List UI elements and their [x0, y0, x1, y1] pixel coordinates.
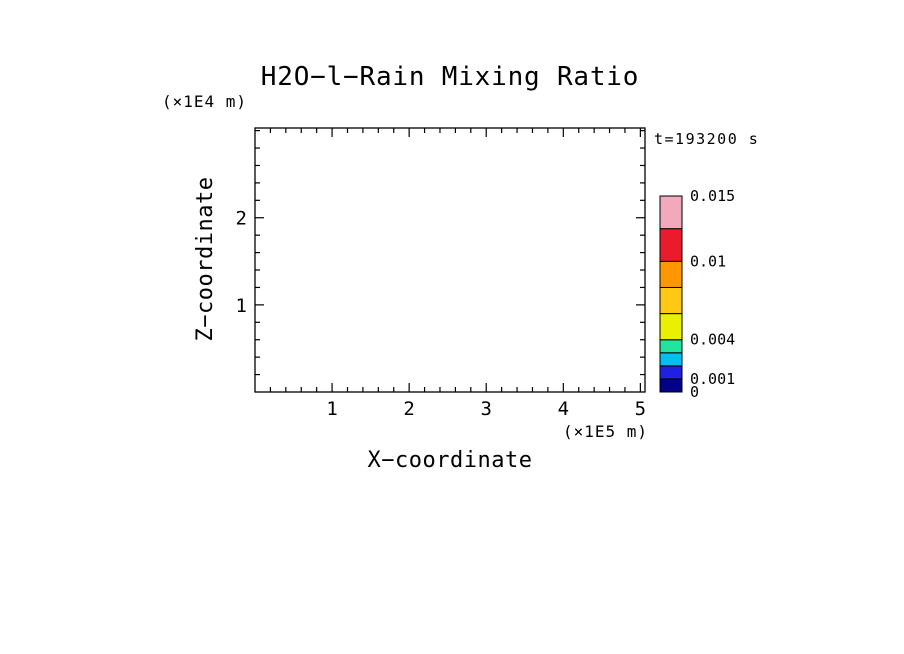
x-tick-label: 3: [480, 398, 491, 420]
time-annotation: t=193200 s: [654, 130, 760, 148]
z-tick-label: 2: [236, 208, 247, 230]
chart-title: H2O−l−Rain Mixing Ratio: [260, 62, 640, 92]
colorbar-segment: [659, 228, 683, 262]
x-axis-label: X−coordinate: [367, 448, 533, 473]
colorbar-segment: [659, 365, 683, 380]
colorbar-segment: [659, 313, 683, 341]
x-tick-label: 4: [558, 398, 569, 420]
colorbar-label: 0.015: [690, 187, 735, 205]
colorbar-label: 0.001: [690, 370, 735, 388]
colorbar-segment: [659, 352, 683, 367]
z-axis-units: (×1E4 m): [162, 92, 248, 111]
colorbar-segment: [659, 286, 683, 315]
z-tick-label: 1: [236, 295, 247, 317]
x-tick-label: 2: [403, 398, 414, 420]
colorbar-segment: [659, 339, 683, 354]
colorbar-label: 0: [690, 383, 699, 401]
colorbar-segment: [659, 378, 683, 393]
colorbar-label: 0.004: [690, 331, 735, 349]
colorbar-segment: [659, 195, 683, 230]
colorbar-label: 0.01: [690, 252, 726, 270]
x-tick-label: 1: [326, 398, 337, 420]
x-axis-units: (×1E5 m): [563, 422, 649, 441]
plot-border: [254, 127, 646, 393]
colorbar-segment: [659, 260, 683, 288]
x-tick-label: 5: [635, 398, 646, 420]
